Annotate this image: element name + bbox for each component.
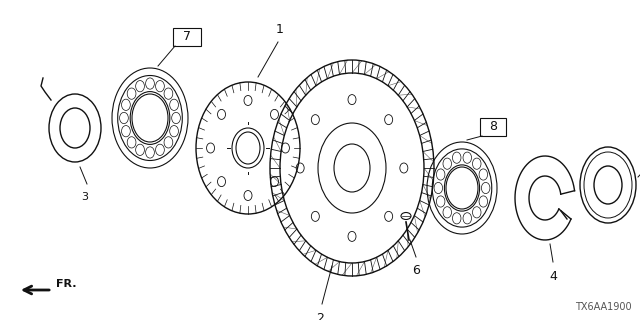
- Ellipse shape: [401, 212, 411, 220]
- Text: 7: 7: [183, 30, 191, 44]
- Text: 6: 6: [412, 264, 420, 277]
- Text: 1: 1: [276, 23, 284, 36]
- Text: FR.: FR.: [56, 279, 77, 289]
- Text: TX6AA1900: TX6AA1900: [575, 302, 632, 312]
- Text: 3: 3: [81, 192, 88, 202]
- Text: 2: 2: [316, 312, 324, 320]
- Text: 8: 8: [489, 121, 497, 133]
- Text: 4: 4: [549, 270, 557, 283]
